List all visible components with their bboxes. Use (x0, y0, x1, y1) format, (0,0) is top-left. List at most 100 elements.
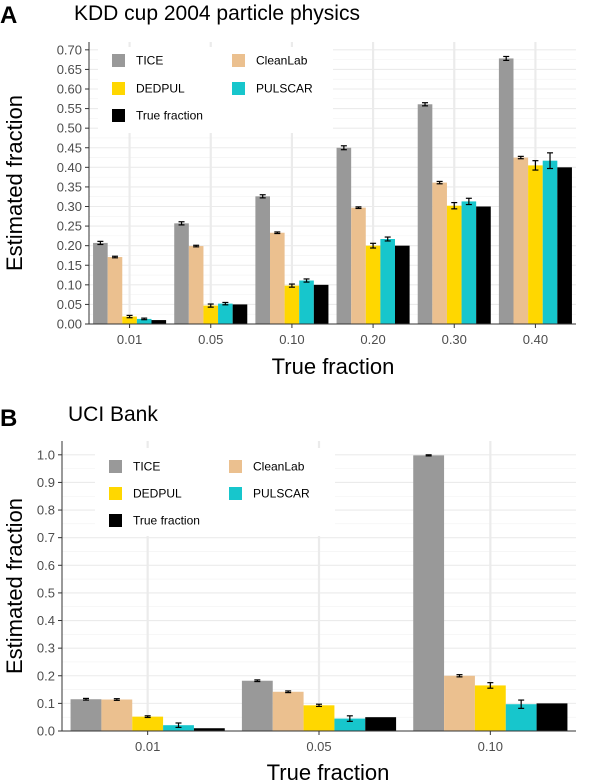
bar-dedpul (446, 205, 462, 324)
chart-panel-a: 0.00 0.05 0.10 0.15 0.20 0.25 0.30 0.35 0.40 0.45… (0, 2, 576, 379)
bar-cleanlab (107, 257, 123, 324)
bar-dedpul (284, 285, 300, 324)
y-tick-label: 0.10 (57, 277, 82, 292)
legend-key (109, 514, 122, 527)
legend-box (98, 47, 333, 133)
bar-true-fraction (536, 703, 568, 731)
bar-tice (498, 58, 514, 324)
bar-pulscar (380, 239, 395, 324)
chart-title: KDD cup 2004 particle physics (74, 2, 360, 25)
x-tick-label: 0.01 (117, 332, 142, 347)
chart-title: UCI Bank (68, 403, 158, 426)
bar-dedpul (303, 705, 335, 731)
legend-key (232, 82, 245, 95)
legend-key (112, 54, 125, 67)
legend-key (232, 54, 245, 67)
bar-tice (336, 147, 352, 324)
legend-label: DEDPUL (133, 487, 182, 501)
legend-label: TICE (136, 54, 163, 68)
legend-key (109, 487, 122, 500)
bar-cleanlab (272, 691, 304, 731)
y-tick-label: 1.0 (37, 447, 55, 462)
bar-true-fraction (151, 320, 167, 324)
bar-true-fraction (476, 206, 491, 324)
bar-cleanlab (270, 232, 285, 324)
y-tick-label: 0.7 (37, 530, 55, 545)
y-tick-label: 0.2 (37, 668, 55, 683)
legend-key (112, 109, 125, 122)
x-tick-label: 0.05 (198, 332, 223, 347)
panel-letter: B (0, 405, 17, 432)
bar-tice (255, 196, 271, 324)
legend-label: CleanLab (256, 54, 308, 68)
y-tick-label: 0.35 (57, 179, 82, 194)
x-axis-title: True fraction (272, 354, 395, 379)
bar-cleanlab (513, 157, 529, 324)
bar-dedpul (203, 305, 219, 324)
legend-label: PULSCAR (256, 82, 313, 96)
bar-tice (413, 455, 445, 731)
x-tick-label: 0.20 (360, 332, 385, 347)
bar-pulscar (542, 160, 558, 324)
y-tick-label: 0.65 (57, 62, 82, 77)
x-tick-label: 0.05 (306, 739, 331, 754)
y-tick-label: 0.30 (57, 199, 82, 214)
bar-tice (70, 699, 102, 731)
y-tick-label: 0.55 (57, 101, 82, 116)
y-tick-label: 0.8 (37, 503, 55, 518)
bar-pulscar (334, 718, 366, 731)
x-tick-label: 0.01 (135, 739, 160, 754)
y-tick-label: 0.60 (57, 82, 82, 97)
y-tick-label: 0.1 (37, 696, 55, 711)
panel-letter: A (0, 2, 17, 29)
x-tick-label: 0.10 (279, 332, 304, 347)
y-tick-label: 0.5 (37, 585, 55, 600)
legend-key (229, 487, 242, 500)
bar-tice (241, 680, 273, 731)
bar-tice (174, 223, 189, 324)
y-tick-label: 0.9 (37, 475, 55, 490)
y-tick-label: 0.6 (37, 558, 55, 573)
y-tick-label: 0.70 (57, 42, 82, 57)
bar-true-fraction (193, 728, 225, 731)
bar-cleanlab (351, 207, 366, 324)
x-tick-label: 0.10 (478, 739, 503, 754)
bar-pulscar (218, 303, 233, 324)
x-tick-label: 0.40 (523, 332, 548, 347)
bar-pulscar (299, 280, 314, 324)
y-tick-label: 0.50 (57, 121, 82, 136)
y-tick-label: 0.40 (57, 160, 82, 175)
legend-key (109, 460, 122, 473)
bar-tice (93, 242, 108, 324)
bar-dedpul (528, 165, 543, 324)
y-tick-label: 0.4 (37, 613, 55, 628)
bar-cleanlab (432, 182, 447, 324)
y-tick-label: 0.15 (57, 258, 82, 273)
bar-tice (417, 104, 433, 325)
legend-label: True fraction (133, 514, 200, 528)
bar-cleanlab (444, 675, 475, 731)
legend-label: PULSCAR (253, 487, 310, 501)
x-tick-label: 0.30 (442, 332, 467, 347)
legend-label: CleanLab (253, 460, 305, 474)
y-tick-label: 0.45 (57, 140, 82, 155)
bar-pulscar (461, 201, 477, 324)
bar-pulscar (163, 725, 194, 731)
bar-true-fraction (557, 167, 572, 324)
legend-label: DEDPUL (136, 82, 185, 96)
bar-cleanlab (101, 699, 133, 731)
legend-key (229, 460, 242, 473)
y-tick-label: 0.0 (37, 724, 55, 739)
legend-label: True fraction (136, 109, 203, 123)
bar-true-fraction (394, 245, 410, 324)
chart-panel-b: 0.0 0.1 0.2 0.3 0.4 0.5 0.6 0.7 0.8 0.9 1.0 0.01 0.0… (0, 403, 576, 782)
y-axis-title: Estimated fraction (2, 95, 27, 271)
bar-cleanlab (188, 246, 204, 324)
x-axis-title: True fraction (267, 760, 390, 782)
legend-key (112, 82, 125, 95)
bar-dedpul (122, 316, 137, 324)
bar-dedpul (132, 716, 164, 731)
bar-true-fraction (232, 304, 248, 324)
bar-true-fraction (365, 717, 397, 731)
